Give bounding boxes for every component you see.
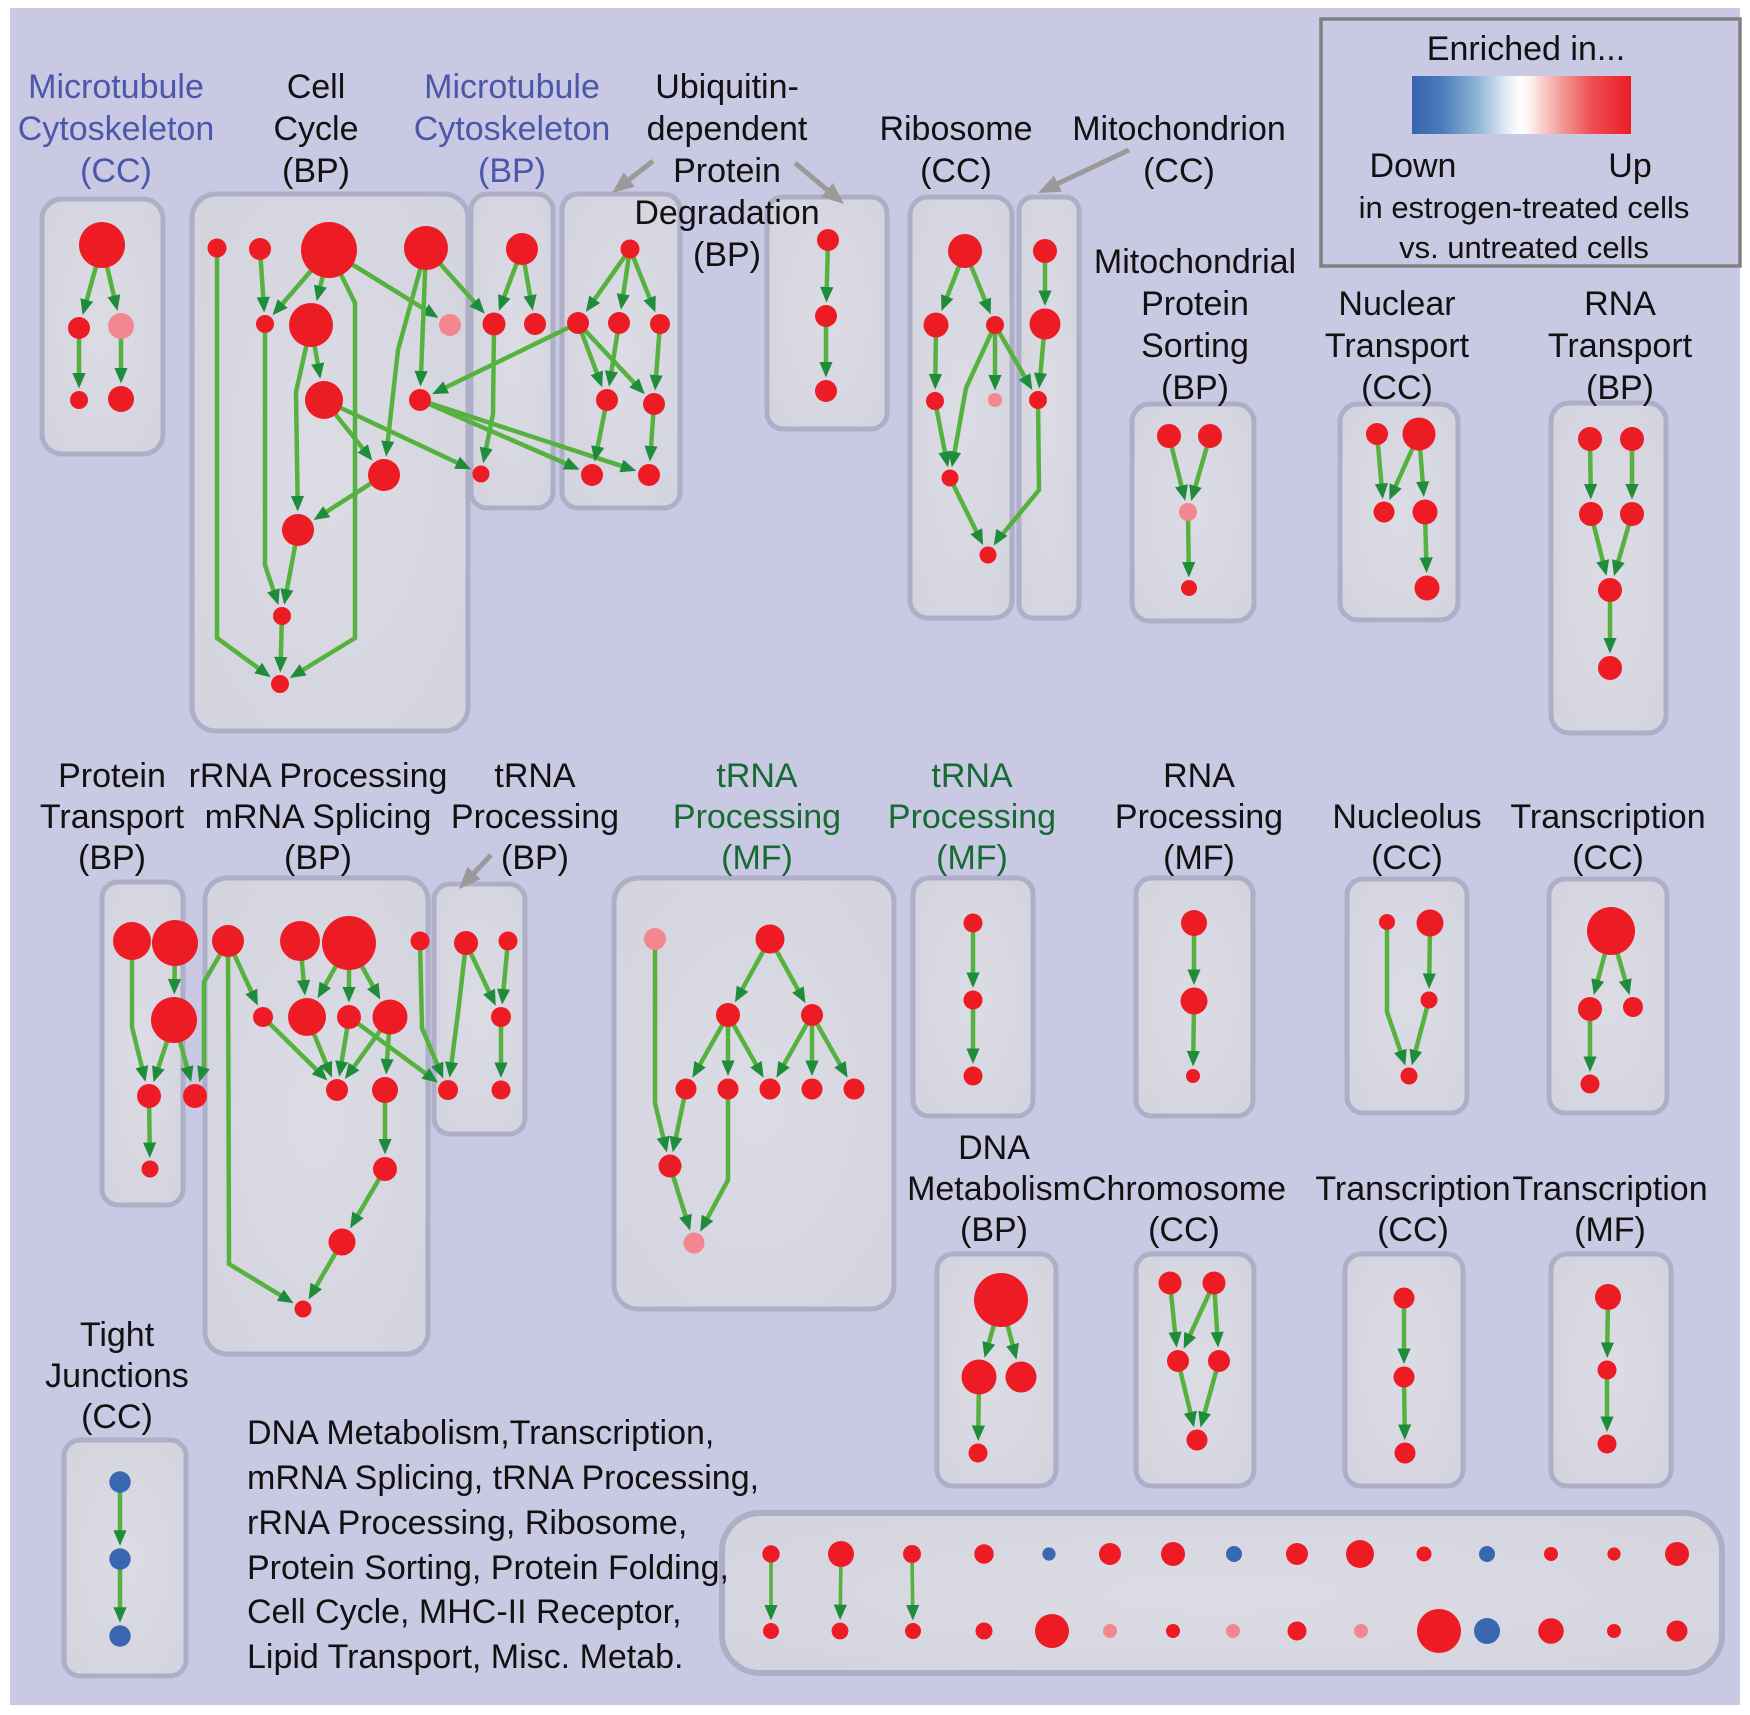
svg-text:Transcription: Transcription [1512, 1170, 1707, 1208]
svg-text:Ribosome: Ribosome [879, 110, 1032, 148]
svg-text:Nuclear: Nuclear [1338, 285, 1455, 323]
svg-text:(CC): (CC) [1361, 369, 1433, 407]
svg-text:Microtubule: Microtubule [28, 68, 204, 106]
svg-text:Processing: Processing [1115, 798, 1283, 836]
svg-text:(BP): (BP) [284, 839, 352, 877]
svg-text:(CC): (CC) [1572, 839, 1644, 877]
svg-text:(BP): (BP) [1586, 369, 1654, 407]
svg-text:Mitochondrial: Mitochondrial [1094, 243, 1296, 281]
svg-text:(CC): (CC) [1377, 1211, 1449, 1249]
svg-text:Enriched in...: Enriched in... [1427, 30, 1625, 68]
svg-text:DNA Metabolism,Transcription,: DNA Metabolism,Transcription, [247, 1414, 714, 1452]
svg-text:Junctions: Junctions [45, 1357, 189, 1395]
svg-text:Tight: Tight [80, 1316, 155, 1354]
svg-text:Cytoskeleton: Cytoskeleton [414, 110, 611, 148]
svg-text:Ubiquitin-: Ubiquitin- [655, 68, 799, 106]
svg-text:tRNA: tRNA [716, 757, 798, 795]
svg-text:Chromosome: Chromosome [1082, 1170, 1286, 1208]
svg-text:(BP): (BP) [693, 236, 761, 274]
svg-text:(BP): (BP) [960, 1211, 1028, 1249]
svg-text:vs. untreated cells: vs. untreated cells [1399, 230, 1649, 265]
svg-text:rRNA Processing: rRNA Processing [189, 757, 448, 795]
svg-text:(CC): (CC) [1148, 1211, 1220, 1249]
svg-text:(CC): (CC) [80, 152, 152, 190]
svg-text:Microtubule: Microtubule [424, 68, 600, 106]
svg-text:Protein Sorting, Protein Foldi: Protein Sorting, Protein Folding, [247, 1549, 729, 1587]
svg-text:Protein: Protein [1141, 285, 1249, 323]
svg-text:(CC): (CC) [1143, 152, 1215, 190]
svg-text:DNA: DNA [958, 1129, 1030, 1167]
svg-text:Processing: Processing [888, 798, 1056, 836]
svg-text:(MF): (MF) [1163, 839, 1235, 877]
svg-text:(MF): (MF) [936, 839, 1008, 877]
svg-text:(BP): (BP) [282, 152, 350, 190]
svg-text:mRNA Splicing, tRNA Processing: mRNA Splicing, tRNA Processing, [247, 1459, 759, 1497]
svg-text:Transport: Transport [1548, 327, 1693, 365]
svg-text:tRNA: tRNA [494, 757, 576, 795]
svg-text:Lipid Transport, Misc. Metab.: Lipid Transport, Misc. Metab. [247, 1638, 684, 1676]
svg-text:in estrogen-treated cells: in estrogen-treated cells [1359, 190, 1690, 225]
svg-text:Down: Down [1370, 147, 1457, 185]
svg-text:Cycle: Cycle [273, 110, 358, 148]
svg-text:rRNA Processing, Ribosome,: rRNA Processing, Ribosome, [247, 1504, 687, 1542]
svg-text:Processing: Processing [673, 798, 841, 836]
svg-text:Metabolism: Metabolism [907, 1170, 1081, 1208]
svg-text:dependent: dependent [647, 110, 808, 148]
svg-text:Cytoskeleton: Cytoskeleton [18, 110, 215, 148]
svg-text:RNA: RNA [1584, 285, 1656, 323]
svg-text:(MF): (MF) [1574, 1211, 1646, 1249]
svg-text:Up: Up [1608, 147, 1651, 185]
svg-text:(BP): (BP) [501, 839, 569, 877]
svg-text:Cell Cycle, MHC-II Receptor,: Cell Cycle, MHC-II Receptor, [247, 1593, 682, 1631]
svg-text:tRNA: tRNA [931, 757, 1013, 795]
svg-text:Mitochondrion: Mitochondrion [1072, 110, 1286, 148]
svg-text:mRNA Splicing: mRNA Splicing [205, 798, 432, 836]
svg-text:Transport: Transport [1325, 327, 1470, 365]
svg-text:Protein: Protein [58, 757, 166, 795]
svg-text:Sorting: Sorting [1141, 327, 1249, 365]
svg-text:(CC): (CC) [81, 1398, 153, 1436]
svg-text:Degradation: Degradation [634, 194, 819, 232]
svg-text:RNA: RNA [1163, 757, 1235, 795]
svg-text:Cell: Cell [287, 68, 346, 106]
svg-text:Transcription: Transcription [1510, 798, 1705, 836]
svg-text:(BP): (BP) [478, 152, 546, 190]
svg-text:(MF): (MF) [721, 839, 793, 877]
svg-text:(CC): (CC) [920, 152, 992, 190]
svg-text:Nucleolus: Nucleolus [1332, 798, 1481, 836]
svg-text:(CC): (CC) [1371, 839, 1443, 877]
svg-text:(BP): (BP) [78, 839, 146, 877]
svg-text:(BP): (BP) [1161, 369, 1229, 407]
svg-text:Transport: Transport [40, 798, 185, 836]
svg-text:Protein: Protein [673, 152, 781, 190]
svg-text:Processing: Processing [451, 798, 619, 836]
svg-text:Transcription: Transcription [1315, 1170, 1510, 1208]
